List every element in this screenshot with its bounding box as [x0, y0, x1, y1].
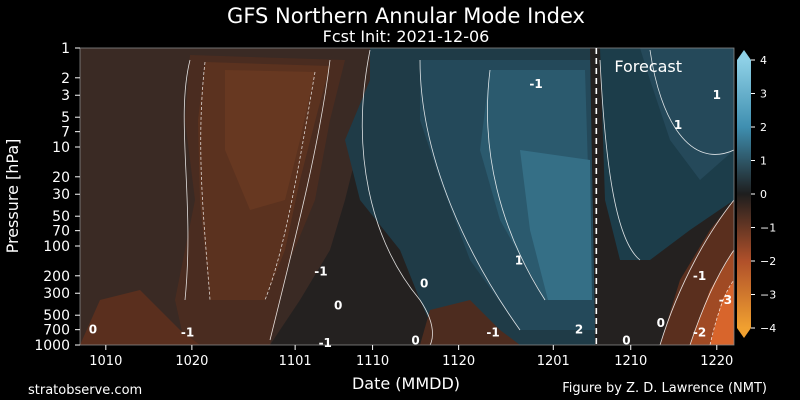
y-tick-label: 7 — [61, 125, 70, 141]
x-tick-label: 1201 — [537, 354, 570, 369]
x-tick-label: 1020 — [175, 354, 208, 369]
contour-label: -1 — [529, 77, 542, 91]
y-tick-label: 500 — [43, 308, 70, 324]
x-axis-label: Date (MMDD) — [352, 374, 460, 393]
colorbar-tick-label: 2 — [760, 121, 767, 134]
heatmap-area — [80, 48, 734, 345]
y-tick-label: 30 — [52, 187, 70, 203]
colorbar-gradient — [737, 60, 751, 328]
colorbar-tick-label: −2 — [760, 255, 776, 268]
contour-line — [269, 59, 331, 341]
contour-label: 0 — [622, 333, 630, 347]
contour-label: 2 — [575, 323, 583, 337]
contour-line — [599, 59, 641, 261]
y-tick-label: 1000 — [34, 338, 70, 354]
contour-label: 1 — [515, 253, 523, 267]
y-tick-label: 20 — [52, 170, 70, 186]
contour-label: 1 — [713, 88, 721, 102]
y-tick-label: 3 — [61, 88, 70, 104]
colorbar-ticks: 4 3 2 1 0 −1 −2 −3 −4 — [751, 54, 776, 335]
contour-label: 0 — [420, 277, 428, 291]
contour-label: -1 — [181, 326, 194, 340]
footer-source: stratobserve.com — [28, 383, 142, 398]
y-tick-label: 70 — [52, 224, 70, 240]
colorbar-tick-label: 3 — [760, 88, 767, 101]
colorbar-tick-label: −4 — [760, 322, 776, 335]
positive-region-strong2 — [520, 150, 592, 300]
chart-subtitle: Fcst Init: 2021-12-06 — [323, 27, 490, 46]
contour-line — [200, 61, 211, 301]
bottom-negative-region-2 — [420, 300, 520, 345]
contour-label: -2 — [693, 326, 706, 340]
contour-label: 0 — [334, 299, 342, 313]
colorbar-max-arrow — [737, 50, 751, 60]
x-tick-label: 1220 — [700, 354, 733, 369]
y-tick-label: 700 — [43, 323, 70, 339]
y-tick-label: 2 — [61, 71, 70, 87]
plot-frame — [79, 47, 735, 346]
y-tick-label: 100 — [43, 239, 70, 255]
x-tick-label: 1110 — [356, 354, 389, 369]
colorbar: 4 3 2 1 0 −1 −2 −3 −4 — [737, 50, 776, 338]
x-tick-label: 1120 — [442, 354, 475, 369]
contour-line — [709, 279, 734, 345]
y-axis-label: Pressure [hPa] — [3, 139, 22, 254]
contour-line — [659, 199, 734, 345]
contour-line — [689, 249, 734, 345]
colorbar-min-arrow — [737, 328, 751, 338]
contour-label: -1 — [486, 326, 499, 340]
contour-line — [649, 49, 734, 155]
contour-label: -3 — [719, 293, 732, 307]
colorbar-tick-label: −1 — [760, 222, 776, 235]
contour-label: -1 — [314, 264, 327, 278]
contour-line — [264, 71, 316, 301]
right-positive-region-core — [640, 48, 734, 180]
contour-labels: 0 -1 -1 0 -1 0 0 -1 1 -1 2 0 0 1 1 -1 -2 -3 — [89, 77, 732, 350]
y-tick-label: 5 — [61, 110, 70, 126]
y-tick-label: 300 — [43, 286, 70, 302]
contour-label: 0 — [411, 333, 419, 347]
contour-line — [419, 59, 521, 331]
contour-label: 0 — [89, 323, 97, 337]
x-tick-label: 1010 — [89, 354, 122, 369]
y-tick-label: 200 — [43, 269, 70, 285]
contour-line — [361, 49, 433, 345]
forecast-label: Forecast — [614, 57, 682, 76]
x-tick-label: 1101 — [279, 354, 312, 369]
y-tick-label: 1 — [61, 41, 70, 57]
bottom-negative-region — [80, 290, 200, 345]
colorbar-tick-label: 4 — [760, 54, 767, 67]
contour-label: -1 — [693, 269, 706, 283]
negative-contours — [200, 61, 734, 345]
x-axis-ticks: 1010 1020 1101 1110 1120 1201 1210 1220 — [89, 345, 733, 369]
footer-credit: Figure by Z. D. Lawrence (NMT) — [562, 381, 767, 396]
contour-label: 1 — [674, 118, 682, 132]
contour-line — [183, 59, 191, 301]
colorbar-tick-label: 0 — [760, 188, 767, 201]
x-tick-label: 1210 — [614, 354, 647, 369]
y-tick-label: 10 — [52, 140, 70, 156]
contour-label: -1 — [319, 336, 332, 350]
negative-region-strong2 — [225, 70, 315, 210]
contour-lines — [183, 49, 734, 345]
chart-title: GFS Northern Annular Mode Index — [227, 4, 585, 28]
y-tick-label: 50 — [52, 209, 70, 225]
contour-line — [487, 69, 546, 301]
colorbar-tick-label: 1 — [760, 155, 767, 168]
contour-label: 0 — [657, 316, 665, 330]
right-negative-region-strongest — [710, 280, 734, 345]
colorbar-tick-label: −3 — [760, 289, 776, 302]
